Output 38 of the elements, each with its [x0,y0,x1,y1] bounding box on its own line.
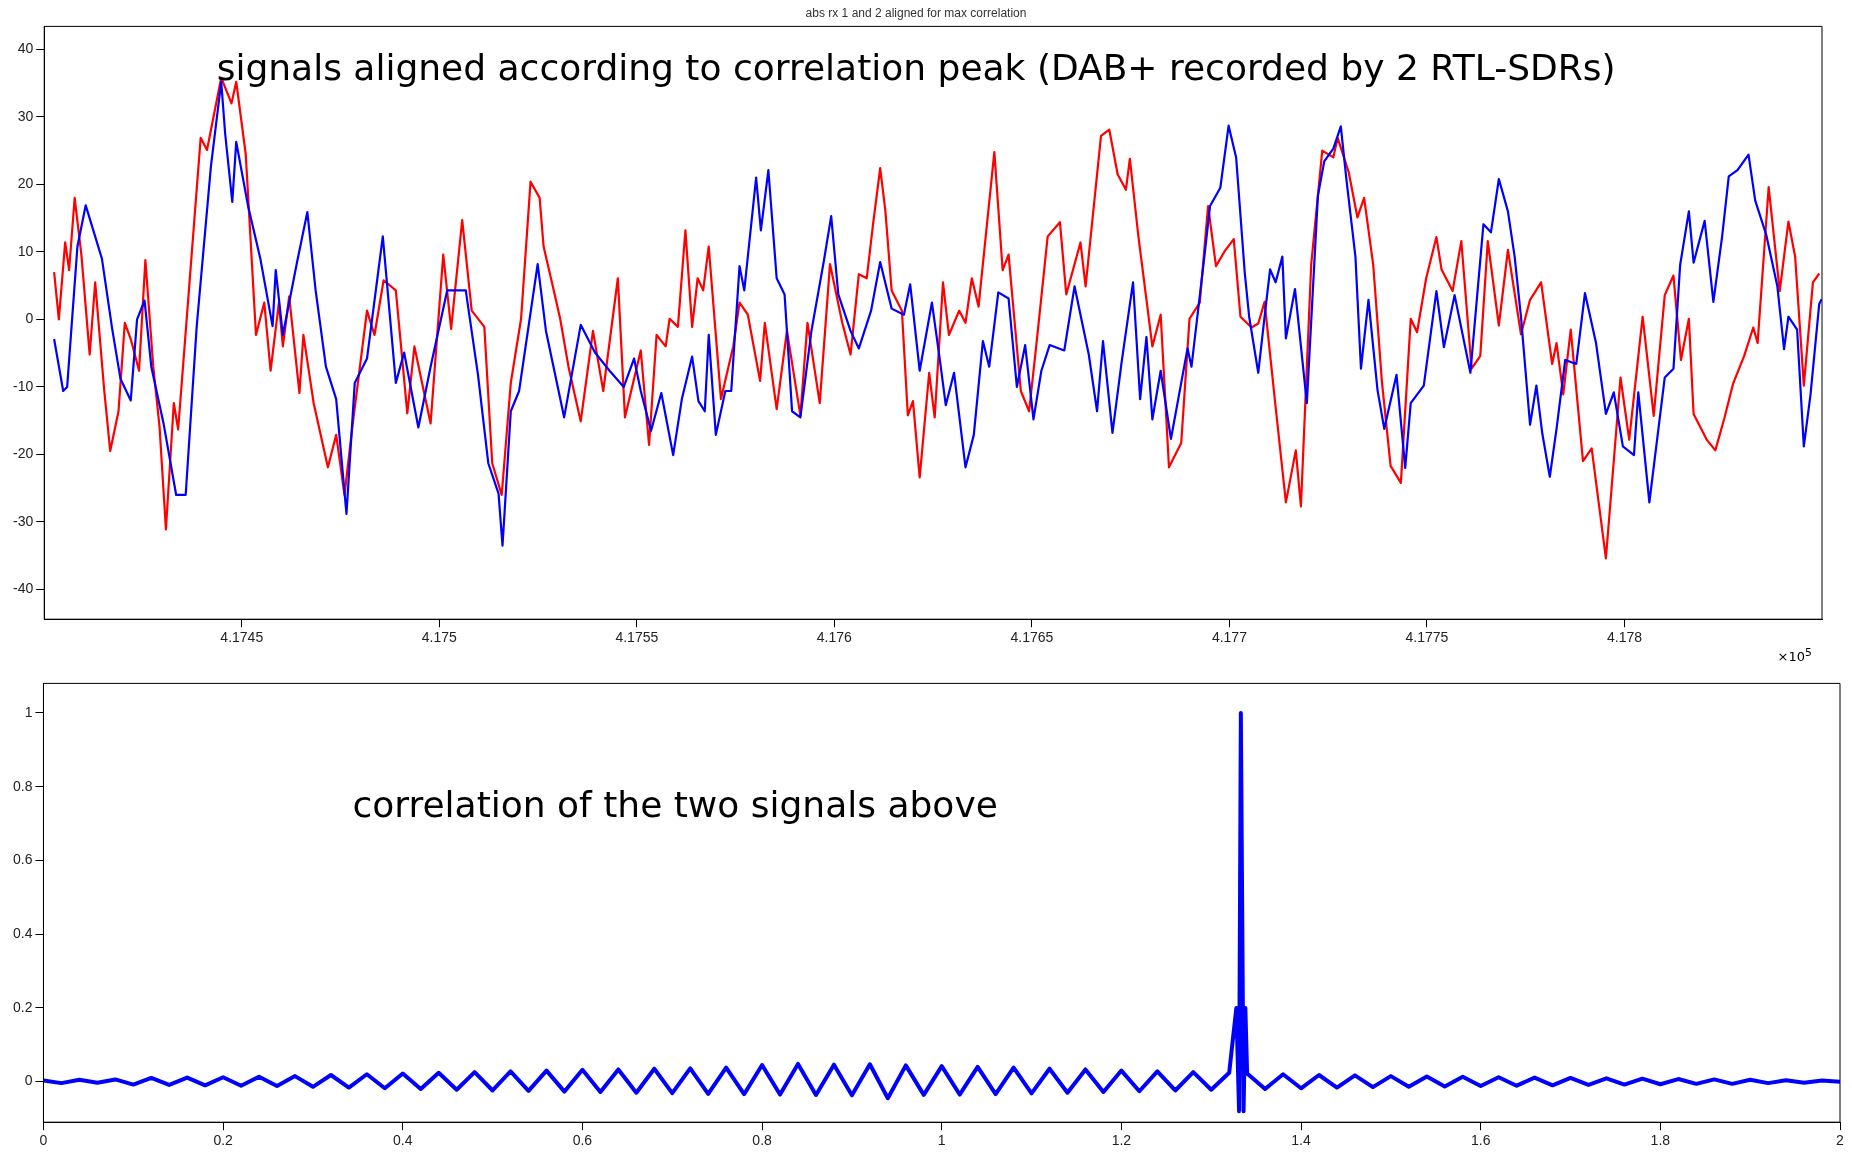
y-tick-label: 0 [24,1072,33,1089]
x-tick-label: 1.8 [1650,1132,1671,1149]
x-tick-label: 4.176 [816,629,853,646]
x-tick-label: 1.4 [1291,1132,1311,1149]
annotation: correlation of the two signals above [352,784,998,826]
x-tick-label: 0.8 [752,1132,773,1149]
y-tick-label: 0.4 [12,925,33,941]
y-tick-label: 20 [17,175,34,192]
x-tick-label: 0.4 [393,1132,413,1149]
y-tick-label: 0.8 [12,777,33,794]
x-tick-label: 4.1755 [615,629,659,646]
y-tick-label: 0.2 [12,998,33,1015]
x-tick-label: 4.175 [421,629,458,646]
x-tick-label: 4.178 [1606,629,1643,646]
y-tick-label: 10 [17,242,34,259]
x-tick-label: 1.2 [1111,1132,1132,1149]
y-tick-label: -10 [13,377,34,394]
text: ×10$^{5}$ [1777,645,1812,665]
x-tick-label: 0.2 [213,1132,234,1149]
y-tick-label: 1 [24,703,33,720]
x-tick-label: 4.1775 [1405,629,1449,646]
annotation: signals aligned according to correlation peak (DAB+ recorded by 2 RTL-SDRs) [216,47,1616,89]
y-tick-label: 0.6 [12,851,33,868]
y-tick-label: -40 [13,580,34,597]
y-tick-label: 0 [25,310,34,327]
x-tick-label: 0 [39,1132,48,1149]
y-tick-label: 30 [17,107,34,124]
x-tick-label: 1 [937,1132,946,1149]
y-tick-label: 40 [17,40,34,57]
x-tick-label: 4.177 [1211,629,1248,646]
x-tick-label: 1.6 [1470,1132,1491,1149]
y-tick-label: -20 [13,445,34,462]
x-tick-label: 0.6 [572,1132,593,1149]
x-tick-label: 2 [1836,1132,1845,1149]
chart-title: abs rx 1 and 2 aligned for max correlation [805,5,1027,20]
y-tick-label: -30 [13,512,34,529]
x-tick-label: 4.1745 [220,629,264,646]
x-tick-label: 4.1765 [1010,629,1054,646]
